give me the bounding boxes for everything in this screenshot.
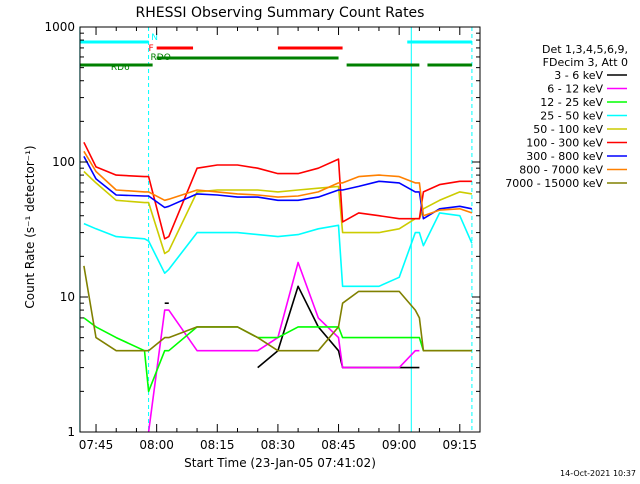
x-tick-label: 07:45 (79, 438, 114, 452)
series-line (83, 150, 473, 217)
legend-label: 12 - 25 keV (540, 96, 603, 109)
chart-title: RHESSI Observing Summary Count Rates (136, 5, 425, 21)
x-tick-label: 08:15 (200, 438, 235, 452)
series-line (83, 212, 473, 288)
y-tick-label: 1000 (44, 20, 75, 34)
x-tick-label: 08:00 (139, 438, 174, 452)
legend-header-line: FDecim 3, Att 0 (543, 56, 628, 69)
series-line (83, 317, 472, 393)
legend-label: 800 - 7000 keV (519, 164, 603, 177)
series-line (83, 265, 472, 352)
legend-label: 7000 - 15000 keV (505, 177, 603, 190)
series-line (147, 261, 420, 433)
legend-header-line: Det 1,3,4,5,6,9, (542, 43, 628, 56)
attenuator-bar-label: RD6 (111, 63, 130, 73)
attenuator-bar-label: N (151, 33, 158, 43)
footer-date: 14-Oct-2021 10:37 (560, 469, 636, 478)
series-line (83, 170, 473, 255)
plot-frame (79, 26, 481, 433)
legend-label: 6 - 12 keV (547, 83, 603, 96)
legend-label: 3 - 6 keV (554, 69, 603, 82)
x-tick-label: 09:15 (442, 438, 477, 452)
x-tick-label: 09:00 (382, 438, 417, 452)
y-tick-label: 1 (67, 425, 75, 439)
legend-label: 25 - 50 keV (540, 110, 603, 123)
x-tick-label: 08:30 (261, 438, 296, 452)
legend-label: 50 - 100 keV (533, 123, 603, 136)
y-tick-label: 10 (60, 290, 75, 304)
series-line (83, 141, 472, 240)
attenuator-bar-label: F (148, 44, 153, 54)
x-tick-label: 08:45 (321, 438, 356, 452)
series-line (83, 156, 473, 220)
legend-label: 300 - 800 keV (526, 150, 603, 163)
attenuator-bar-label: RDO (151, 53, 171, 63)
x-axis-label: Start Time (23-Jan-05 07:41:02) (184, 456, 376, 470)
y-tick-label: 100 (52, 155, 75, 169)
legend-label: 100 - 300 keV (526, 137, 603, 150)
y-axis-label: Count Rate (s⁻¹ detector⁻¹) (23, 145, 37, 308)
